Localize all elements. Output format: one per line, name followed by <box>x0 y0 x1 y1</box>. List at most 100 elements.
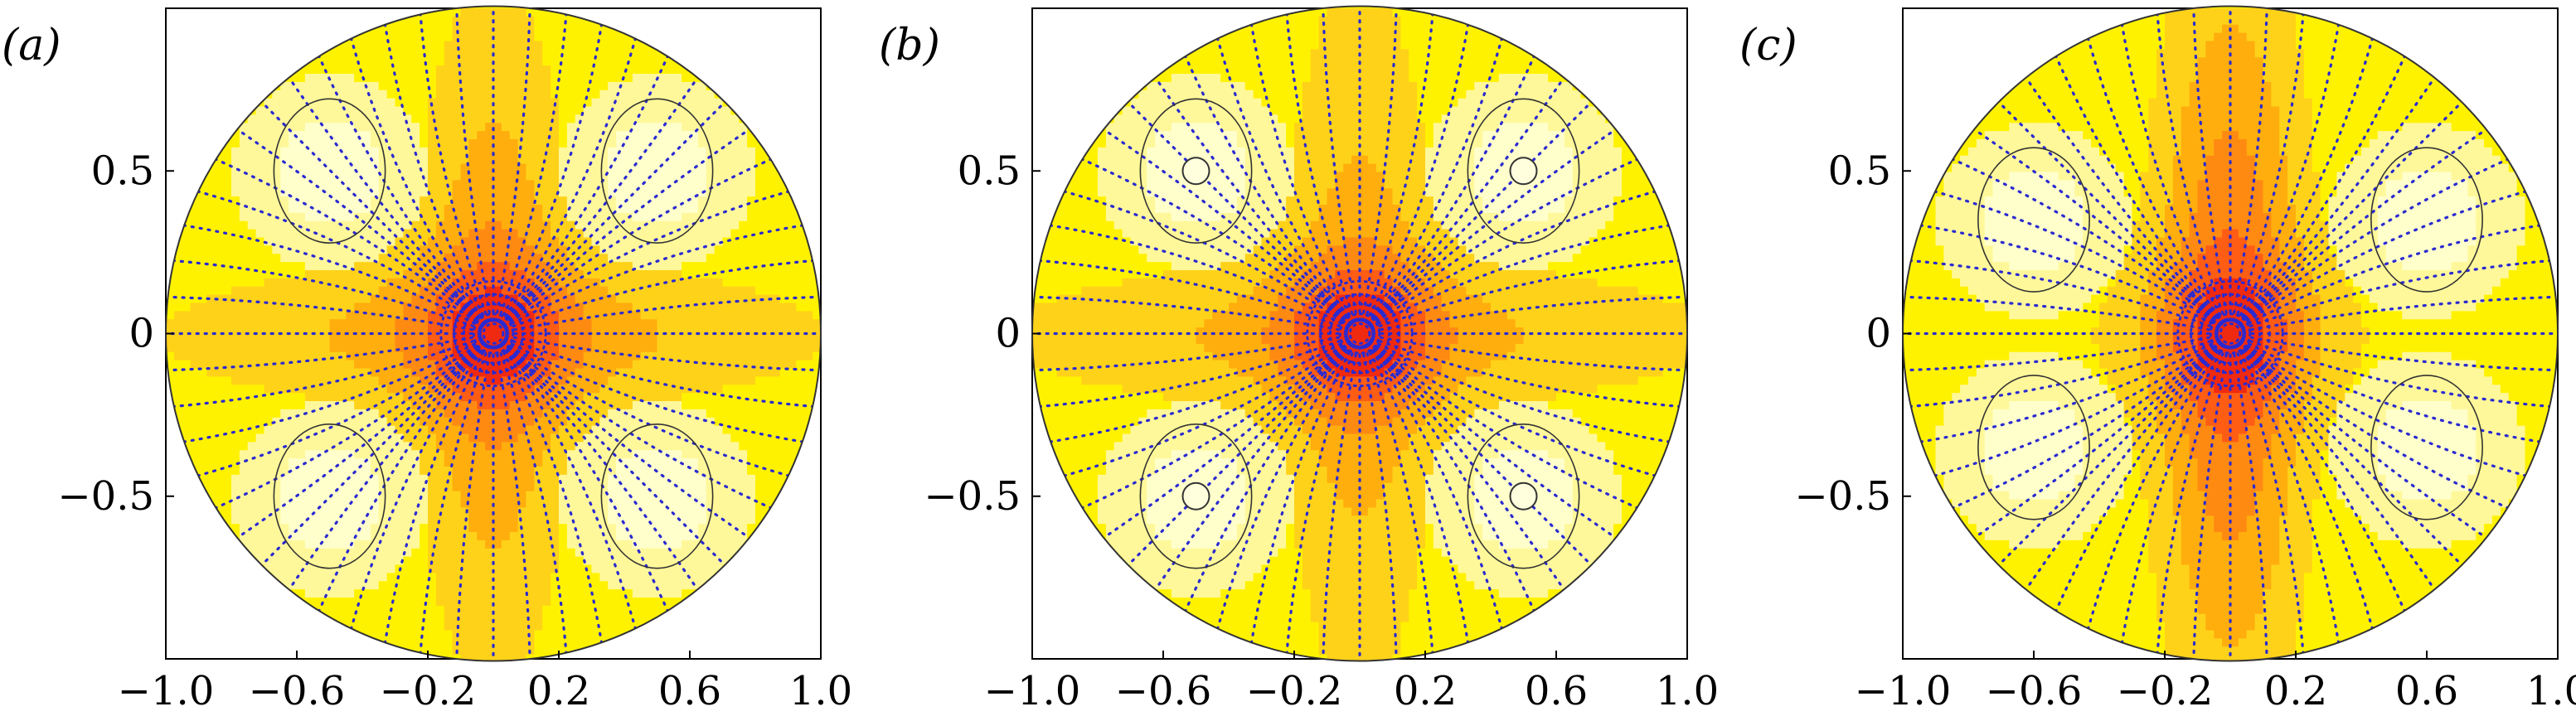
contour-cell <box>255 147 265 157</box>
contour-cell <box>346 556 355 566</box>
contour-cell <box>534 74 543 83</box>
contour-cell <box>386 491 396 501</box>
contour-cell <box>247 515 257 525</box>
contour-cell <box>289 458 298 467</box>
contour-cell <box>591 262 600 271</box>
contour-cell <box>362 302 371 312</box>
contour-cell <box>501 155 511 165</box>
contour-cell <box>313 106 323 115</box>
contour-cell <box>509 196 519 206</box>
contour-cell <box>608 163 617 173</box>
contour-cell <box>346 482 355 492</box>
contour-cell <box>428 442 437 451</box>
contour-cell <box>665 409 674 419</box>
contour-cell <box>509 81 519 91</box>
contour-cell <box>444 74 454 83</box>
contour-cell <box>223 302 232 312</box>
contour-cell <box>624 302 633 312</box>
contour-cell <box>231 467 240 476</box>
contour-cell <box>411 220 420 230</box>
contour-cell <box>435 139 445 148</box>
contour-cell <box>468 343 478 353</box>
contour-cell <box>321 139 331 148</box>
contour-cell <box>198 196 207 206</box>
contour-cell <box>386 450 396 459</box>
contour-cell <box>337 123 347 132</box>
contour-cell <box>239 131 249 140</box>
contour-cell <box>304 507 314 516</box>
contour-cell <box>255 507 265 516</box>
contour-cell <box>526 417 535 427</box>
contour-cell <box>632 336 642 345</box>
contour-cell <box>460 24 469 34</box>
contour-cell <box>395 622 404 632</box>
contour-cell <box>420 188 429 197</box>
contour-cell <box>264 376 273 385</box>
contour-cell <box>346 433 355 443</box>
contour-cell <box>206 376 216 385</box>
contour-cell <box>542 131 551 140</box>
contour-cell <box>223 188 232 197</box>
contour-cell <box>231 302 240 312</box>
contour-cell <box>264 442 273 451</box>
contour-cell <box>551 74 560 83</box>
contour-cell <box>264 409 273 419</box>
contour-cell <box>559 286 568 296</box>
contour-cell <box>460 573 469 582</box>
contour-cell <box>575 180 585 189</box>
contour-cell <box>509 524 519 533</box>
contour-cell <box>559 351 568 361</box>
contour-cell <box>583 212 593 222</box>
contour-cell <box>542 613 551 623</box>
contour-cell <box>321 450 331 459</box>
contour-cell <box>485 482 494 492</box>
contour-cell <box>616 605 625 615</box>
contour-cell <box>297 114 306 123</box>
contour-cell <box>395 638 404 647</box>
contour-cell <box>182 254 192 263</box>
contour-cell <box>517 589 527 598</box>
contour-cell <box>304 499 314 508</box>
contour-cell <box>223 433 232 443</box>
contour-cell <box>640 254 650 263</box>
contour-cell <box>435 155 445 165</box>
contour-cell <box>559 638 568 647</box>
contour-cell <box>329 319 338 328</box>
contour-cell <box>264 220 273 230</box>
contour-cell <box>493 205 502 214</box>
contour-cell <box>337 393 347 402</box>
contour-cell <box>321 81 331 91</box>
contour-cell <box>304 237 314 246</box>
contour-cell <box>509 172 519 181</box>
contour-cell <box>444 630 454 639</box>
contour-cell <box>452 237 462 246</box>
contour-cell <box>411 205 420 214</box>
contour-cell <box>166 351 175 361</box>
contour-cell <box>370 630 380 639</box>
contour-cell <box>583 24 593 34</box>
contour-cell <box>337 336 347 345</box>
contour-cell <box>337 139 347 148</box>
contour-cell <box>509 57 519 66</box>
contour-cell <box>239 254 249 263</box>
contour-cell <box>428 90 437 99</box>
contour-cell <box>272 532 281 541</box>
contour-cell <box>223 385 232 394</box>
contour-cell <box>632 605 642 615</box>
contour-cell <box>485 319 494 328</box>
contour-cell <box>566 90 576 99</box>
contour-cell <box>378 605 388 615</box>
contour-cell <box>477 262 486 271</box>
contour-cell <box>362 540 371 549</box>
contour-cell <box>640 65 650 75</box>
contour-cell <box>542 360 551 370</box>
contour-cell <box>255 245 265 254</box>
contour-cell <box>648 98 658 108</box>
contour-cell <box>215 401 224 410</box>
contour-cell <box>321 605 331 615</box>
contour-cell <box>231 229 240 239</box>
contour-cell <box>403 613 412 623</box>
contour-cell <box>509 147 519 157</box>
contour-cell <box>297 98 306 108</box>
contour-cell <box>272 442 281 451</box>
